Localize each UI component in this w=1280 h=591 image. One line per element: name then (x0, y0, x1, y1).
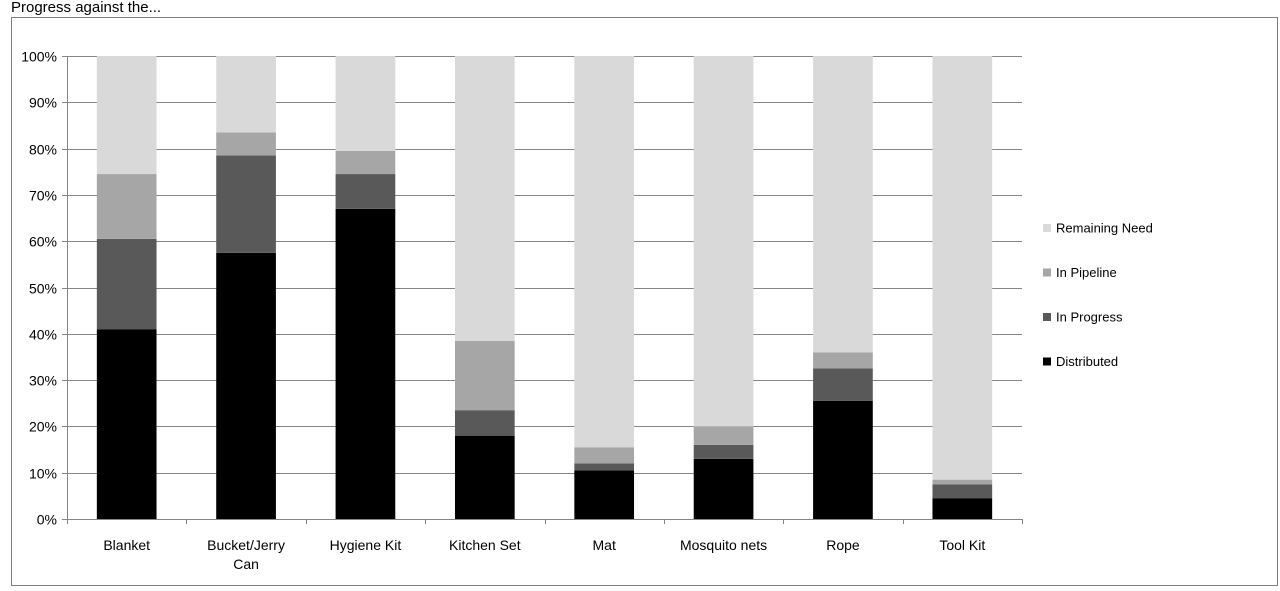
y-tick-label: 50% (29, 281, 57, 297)
bar-segment-remaining-need (96, 56, 157, 175)
bar-segment-distributed (335, 208, 396, 520)
y-tick-label: 30% (29, 373, 57, 389)
bar-segment-in-progress (454, 410, 515, 436)
x-category-label: Mat (593, 537, 616, 553)
x-category-label: Tool Kit (939, 537, 985, 553)
y-tick-label: 100% (21, 49, 57, 65)
x-category-label: Kitchen Set (449, 537, 521, 553)
bar-segment-distributed (454, 435, 515, 519)
x-category-label: Mosquito nets (680, 537, 767, 553)
legend-label: Distributed (1056, 354, 1118, 369)
y-axis-tick-labels: 0% 10% 20% 30% 40% 50% 60% 70% 80% 90% 100% (21, 49, 57, 528)
bar-segment-remaining-need (932, 56, 993, 480)
bar-segment-in-pipeline (813, 352, 873, 369)
x-axis-category-labels: Blanket Bucket/Jerry Can Hygiene Kit Kitchen… (103, 537, 985, 572)
chart-title: Progress against the... (11, 0, 161, 16)
bar-segment-remaining-need (335, 56, 396, 151)
bar-segment-in-progress (574, 463, 635, 471)
y-tick-label: 10% (29, 466, 57, 482)
bar-segment-distributed (574, 470, 635, 519)
bar-segment-in-pipeline (96, 174, 157, 239)
bar-segment-in-progress (335, 174, 396, 209)
bar-segment-distributed (932, 498, 993, 519)
x-category-label: Blanket (103, 537, 150, 553)
y-tick-label: 0% (37, 512, 57, 528)
bar-segment-in-pipeline (574, 447, 635, 464)
bar-segment-distributed (96, 329, 157, 519)
bar-segment-remaining-need (454, 56, 515, 341)
legend-swatch (1043, 224, 1051, 232)
bar-segment-in-pipeline (932, 479, 993, 485)
bar-segment-in-pipeline (216, 132, 276, 156)
bar-segment-in-progress (216, 155, 276, 253)
legend-swatch (1043, 313, 1051, 321)
bars (96, 56, 993, 520)
bar-segment-distributed (216, 252, 276, 519)
y-tick-label: 70% (29, 188, 57, 204)
bar-segment-in-progress (693, 444, 754, 459)
y-tick-label: 90% (29, 95, 57, 111)
bar-segment-distributed (693, 458, 754, 519)
bar-segment-in-pipeline (454, 340, 515, 411)
y-tick-label: 20% (29, 419, 57, 435)
x-category-label: Rope (826, 537, 860, 553)
legend-swatch (1043, 268, 1051, 277)
bar-segment-remaining-need (216, 56, 276, 133)
bar-segment-in-progress (932, 484, 993, 499)
legend-label: In Pipeline (1056, 265, 1117, 280)
bar-segment-remaining-need (574, 56, 635, 448)
bar-segment-in-progress (813, 368, 873, 401)
axes (62, 56, 1023, 524)
bar-segment-remaining-need (813, 56, 873, 353)
bar-segment-in-pipeline (335, 150, 396, 175)
y-tick-label: 80% (29, 142, 57, 158)
legend-label: In Progress (1056, 310, 1123, 325)
bar-segment-distributed (813, 400, 873, 519)
y-tick-label: 60% (29, 234, 57, 250)
legend-label: Remaining Need (1056, 221, 1153, 236)
legend: Remaining Need In Pipeline In Progress Dist… (1043, 221, 1153, 369)
bar-segment-in-progress (96, 238, 157, 330)
bar-segment-in-pipeline (693, 426, 754, 445)
bar-segment-remaining-need (693, 56, 754, 427)
x-category-label: Bucket/Jerry Can (207, 537, 285, 572)
legend-swatch (1043, 357, 1051, 366)
y-tick-label: 40% (29, 327, 57, 343)
x-category-label: Hygiene Kit (330, 537, 402, 553)
